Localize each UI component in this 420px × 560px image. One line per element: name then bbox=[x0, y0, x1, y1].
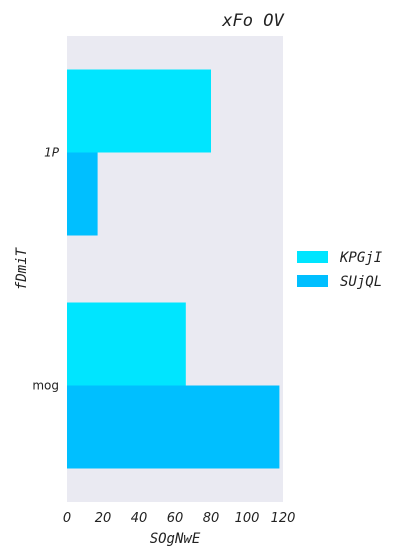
legend-swatch bbox=[297, 275, 328, 287]
category-label: 1P bbox=[44, 146, 60, 160]
x-tick-label: 80 bbox=[203, 511, 220, 526]
legend: KPGjI SUjQL bbox=[297, 250, 383, 290]
x-tick-label: 120 bbox=[271, 511, 296, 526]
x-tick-label: 40 bbox=[131, 511, 148, 526]
x-tick-labels: 0 20 40 60 80 100 120 bbox=[63, 511, 296, 526]
legend-label: SUjQL bbox=[340, 274, 382, 290]
x-tick-label: 100 bbox=[235, 511, 260, 526]
x-tick-label: 0 bbox=[63, 511, 71, 526]
y-axis-label: fDmiT bbox=[14, 246, 30, 290]
x-tick-label: 20 bbox=[95, 511, 112, 526]
chart-title: xFo OV bbox=[221, 11, 284, 31]
x-axis-label: SOgNwE bbox=[150, 531, 201, 547]
legend-label: KPGjI bbox=[339, 250, 383, 266]
bar-mog-KPGjI bbox=[67, 302, 186, 386]
bar-mog-SUjQL bbox=[67, 385, 280, 469]
bar-1P-SUjQL bbox=[67, 152, 98, 236]
bar-1P-KPGjI bbox=[67, 69, 211, 153]
legend-swatch bbox=[297, 251, 328, 263]
category-labels: 1P mog bbox=[32, 146, 59, 393]
bars bbox=[67, 69, 280, 469]
x-tick-label: 60 bbox=[167, 511, 184, 526]
category-label: mog bbox=[32, 379, 59, 393]
